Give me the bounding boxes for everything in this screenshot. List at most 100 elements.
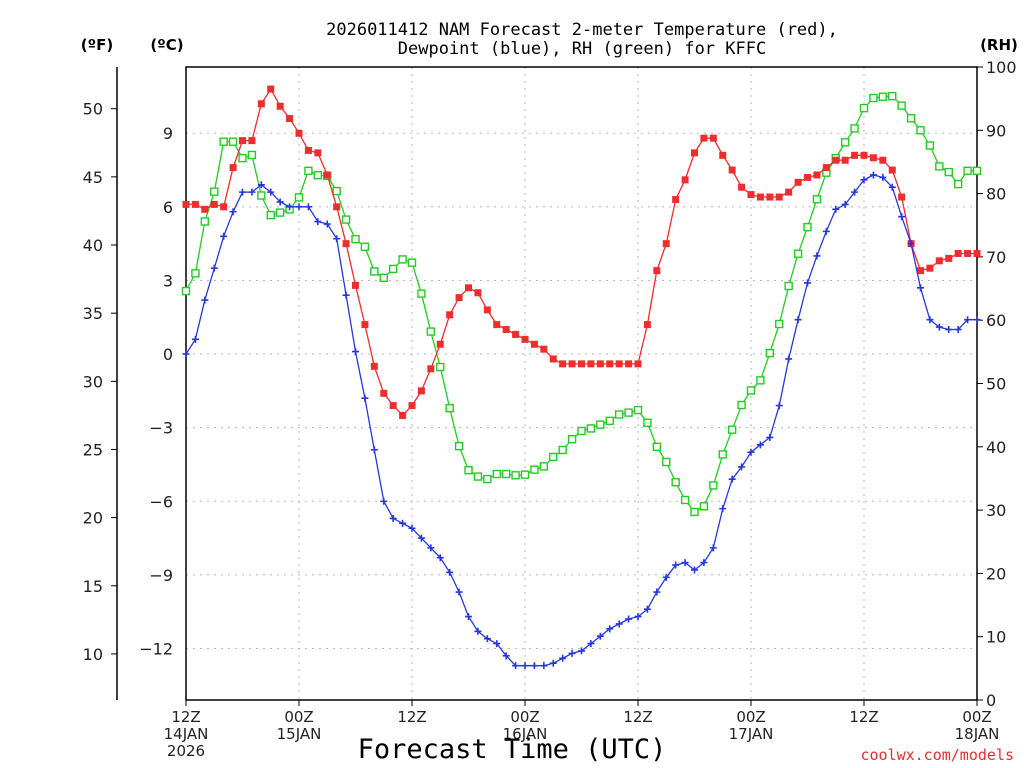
temperature-point: [964, 249, 972, 257]
temperature-point: [596, 360, 604, 368]
dewpoint-point: [587, 640, 595, 648]
temperature-point: [361, 321, 369, 329]
celsius-tick-label: 9: [163, 124, 173, 143]
rh-point: [257, 191, 266, 200]
temperature-point: [568, 360, 576, 368]
dewpoint-point: [248, 188, 256, 196]
rh-point: [916, 126, 925, 135]
temperature-point: [888, 166, 896, 174]
temperature-point: [822, 164, 830, 172]
rh-point: [454, 441, 464, 451]
dewpoint-point: [286, 203, 294, 211]
dewpoint-point: [879, 173, 887, 181]
rh-point: [944, 167, 953, 177]
dewpoint-point: [954, 326, 962, 334]
temperature-point: [691, 149, 698, 157]
dewpoint-point: [785, 355, 793, 363]
dewpoint-point: [380, 497, 388, 505]
dewpoint-point: [436, 554, 444, 562]
temperature-point: [483, 306, 491, 314]
dewpoint-point: [596, 632, 604, 640]
x-tick-label: 00Z: [284, 708, 313, 726]
dewpoint-point: [323, 220, 331, 228]
dewpoint-point: [794, 316, 802, 324]
temperature-point: [502, 326, 510, 334]
rh-point: [756, 376, 765, 385]
dewpoint-line: [185, 174, 977, 667]
dewpoint-point: [606, 625, 614, 633]
rh-point: [530, 465, 539, 474]
dewpoint-point: [813, 252, 821, 260]
celsius-tick-label: 6: [163, 198, 173, 217]
credit-text[interactable]: coolwx.com/models: [860, 746, 1014, 764]
rh-point: [765, 348, 775, 358]
temperature-point: [935, 257, 943, 265]
rh-tick-label: 40: [986, 438, 1006, 457]
rh-point: [407, 258, 417, 267]
rh-point: [379, 273, 388, 282]
dewpoint-point: [822, 227, 830, 235]
rh-point: [332, 186, 341, 196]
temperature-point: [352, 281, 359, 289]
temperature-point: [417, 387, 425, 395]
temperature-point: [333, 203, 341, 211]
dewpoint-point: [182, 350, 190, 358]
temperature-point: [408, 402, 416, 410]
rh-point: [643, 418, 652, 427]
plot-frame: [185, 66, 978, 701]
temperature-point: [775, 193, 783, 201]
dewpoint-point: [860, 176, 868, 184]
dewpoint-point: [276, 198, 284, 206]
fahrenheit-tick-label: 45: [83, 168, 103, 187]
dewpoint-point: [643, 605, 651, 613]
temperature-point: [813, 171, 821, 179]
fahrenheit-tick-label: 15: [83, 577, 103, 596]
dewpoint-point: [917, 284, 924, 292]
temperature-point: [926, 264, 934, 272]
chart-title-line1: 2026011412 NAM Forecast 2-meter Temperat…: [326, 20, 838, 40]
rh-point: [436, 362, 445, 372]
dewpoint-point: [945, 326, 953, 334]
rh-point: [596, 420, 605, 429]
dewpoint-point: [700, 559, 708, 567]
temperature-point: [530, 340, 538, 348]
temperature-point: [314, 149, 322, 157]
celsius-tick-label: −3: [149, 419, 173, 438]
rh-point: [840, 138, 850, 147]
temperature-point: [446, 311, 454, 319]
dewpoint-point: [530, 662, 538, 670]
celsius-tick-label: −9: [149, 566, 173, 585]
dewpoint-point: [559, 654, 567, 662]
rh-point: [784, 281, 793, 291]
rh-point: [464, 466, 473, 475]
dewpoint-point: [361, 394, 369, 402]
rh-point: [972, 166, 982, 176]
temperature-point: [643, 321, 651, 329]
rh-line: [185, 95, 977, 513]
dewpoint-point: [257, 181, 265, 189]
dewpoint-series: [182, 171, 981, 670]
rh-point: [266, 210, 275, 220]
x-tick-label: 12Z: [849, 708, 878, 726]
temperature-point: [304, 146, 312, 154]
dewpoint-point: [578, 647, 585, 655]
dewpoint-point: [229, 208, 237, 216]
x-tick-label: 14JAN: [164, 725, 209, 743]
fahrenheit-tick-label: 30: [83, 372, 103, 391]
temperature-point: [662, 240, 670, 248]
dewpoint-point: [446, 568, 454, 576]
celsius-tick-label: 3: [163, 271, 173, 290]
temperature-point: [257, 100, 265, 108]
dewpoint-point: [417, 534, 425, 542]
rh-point: [963, 166, 972, 176]
dewpoint-point: [869, 171, 877, 179]
rh-point: [925, 141, 935, 150]
temperature-point: [578, 360, 585, 368]
dewpoint-point: [474, 627, 482, 635]
temperature-point: [615, 360, 623, 368]
rh-point: [238, 153, 247, 163]
rh-point: [191, 269, 200, 278]
temperature-point: [229, 164, 237, 172]
